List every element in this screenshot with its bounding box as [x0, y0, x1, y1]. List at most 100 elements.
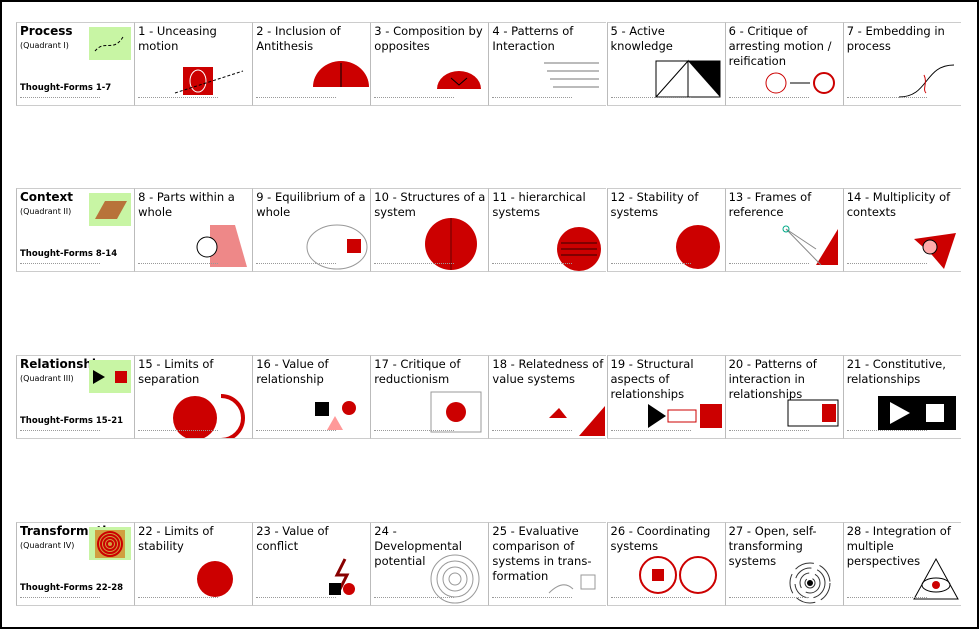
thought-forms: Thought-Forms 1-7: [20, 83, 112, 93]
shape: [549, 584, 574, 594]
shape: [183, 67, 214, 95]
card-label: 3 - Composition by opposites: [374, 24, 483, 53]
thought-form-card: 20 - Patterns of interaction in relation…: [724, 355, 843, 439]
card-label: 13 - Frames of reference: [728, 190, 812, 219]
card-icon: [306, 224, 368, 270]
shape: [925, 404, 944, 422]
fine-print: [728, 597, 809, 599]
card-label: 17 - Critique of reductionism: [374, 357, 461, 386]
shape: [794, 567, 826, 599]
card-label: 19 - Structural aspects of relationships: [610, 357, 694, 401]
card-icon: [789, 562, 831, 604]
card-icon: [549, 406, 606, 436]
fine-print: [374, 430, 455, 432]
card-label: 12 - Stability of systems: [610, 190, 699, 219]
card-label: 28 - Integration of multiple perspective…: [846, 524, 951, 568]
quadrant-icon: [89, 360, 131, 393]
shape: [442, 566, 468, 592]
thought-form-card: 9 - Equilibrium of a whole: [252, 188, 371, 272]
card-label: 2 - Inclusion of Antithesis: [256, 24, 341, 53]
card-label: 1 - Unceasing motion: [138, 24, 217, 53]
icon-svg: [95, 201, 127, 219]
fine-print: [256, 430, 337, 432]
thought-form-card: 19 - Structural aspects of relationships: [606, 355, 725, 439]
shape: [815, 229, 838, 265]
card-icon: [765, 72, 835, 94]
card-icon: [197, 561, 234, 597]
card-label: 21 - Constitutive, relationships: [846, 357, 946, 386]
fine-print: [610, 430, 691, 432]
fine-print: [492, 430, 573, 432]
card-icon: [912, 557, 959, 600]
card-icon: [787, 399, 839, 427]
shape: [103, 537, 117, 551]
shape: [579, 406, 606, 436]
thought-form-card: 11 - hierarchical systems: [488, 188, 607, 272]
fine-print: [610, 97, 691, 99]
thought-form-card: 3 - Composition by opposites: [370, 22, 489, 106]
card-label: 26 - Coordinating systems: [610, 524, 711, 553]
card-icon: [174, 67, 244, 95]
quadrant-title: Relationship: [20, 357, 105, 371]
quadrant-subtitle: (Quadrant I): [20, 41, 69, 50]
shape: [315, 402, 330, 416]
shape: [931, 581, 940, 589]
shape: [912, 557, 959, 600]
shape: [638, 556, 677, 594]
fine-print: [256, 597, 337, 599]
thought-form-card: 16 - Value of relationship: [252, 355, 371, 439]
card-icon: [329, 558, 356, 595]
shape: [765, 72, 787, 94]
shape: [343, 583, 356, 595]
card-icon: [173, 394, 246, 438]
fine-print: [138, 97, 219, 99]
shape: [812, 72, 835, 94]
card-label: 24 - Developmental potential: [374, 524, 462, 568]
thought-form-card: 6 - Critique of arresting motion / reifi…: [724, 22, 843, 106]
card-label: 27 - Open, self-transforming systems: [728, 524, 817, 568]
card-icon: [196, 225, 248, 267]
shape: [334, 558, 350, 592]
card-label: 15 - Limits of separation: [138, 357, 214, 386]
fine-print: [846, 597, 927, 599]
shape: [789, 562, 831, 604]
card-label: 22 - Limits of stability: [138, 524, 214, 553]
thought-form-card: 28 - Integration of multiple perspective…: [842, 522, 961, 606]
thought-form-card: 22 - Limits of stability: [134, 522, 253, 606]
shape: [678, 556, 717, 594]
shape: [889, 402, 910, 424]
shape: [430, 391, 482, 433]
quadrant-icon: [89, 27, 131, 60]
fine-print: [492, 97, 573, 99]
quadrant-header: Context (Quadrant II) Thought-Forms 8-14: [16, 188, 134, 272]
shape: [922, 239, 938, 255]
thought-form-card: 2 - Inclusion of Antithesis: [252, 22, 371, 106]
card-icon: [913, 233, 956, 269]
fine-print: [728, 430, 809, 432]
card-icon: [647, 404, 722, 428]
shape: [342, 401, 357, 415]
shape: [189, 69, 207, 93]
quadrant-header: Relationship (Quadrant III) Thought-Forms …: [16, 355, 134, 439]
card-icon: [315, 401, 357, 430]
shape: [436, 560, 474, 598]
fine-print: [374, 263, 455, 265]
shape: [782, 225, 790, 233]
shape: [95, 201, 127, 219]
card-icon: [437, 71, 482, 89]
shape: [97, 531, 123, 557]
thought-form-card: 8 - Parts within a whole: [134, 188, 253, 272]
fine-print: [256, 97, 337, 99]
fine-print: [846, 263, 927, 265]
shape: [667, 409, 696, 423]
shape: [549, 408, 568, 418]
shape: [327, 416, 344, 430]
quadrant-subtitle: (Quadrant III): [20, 374, 74, 383]
quadrant-title: Process: [20, 24, 73, 38]
shape: [580, 574, 596, 590]
card-label: 10 - Structures of a system: [374, 190, 486, 219]
shape: [210, 225, 248, 267]
thought-form-card: 26 - Coordinating systems: [606, 522, 725, 606]
card-icon: [898, 64, 954, 98]
icon-svg: [95, 530, 125, 558]
